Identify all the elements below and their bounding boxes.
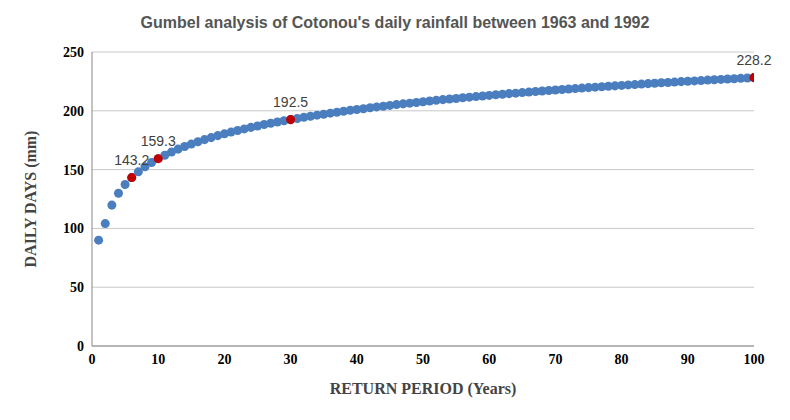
svg-text:0: 0 [89,352,96,367]
svg-text:DAILY DAYS (mm): DAILY DAYS (mm) [22,131,40,268]
svg-text:100: 100 [744,352,765,367]
svg-text:200: 200 [63,104,84,119]
svg-text:80: 80 [615,352,629,367]
svg-text:70: 70 [548,352,562,367]
svg-text:159.3: 159.3 [141,133,176,149]
svg-text:30: 30 [284,352,298,367]
svg-text:RETURN PERIOD (Years): RETURN PERIOD (Years) [330,380,517,398]
svg-text:192.5: 192.5 [273,94,308,110]
svg-text:50: 50 [416,352,430,367]
svg-text:40: 40 [350,352,364,367]
svg-text:150: 150 [63,163,84,178]
svg-text:0: 0 [77,339,84,354]
svg-text:10: 10 [151,352,165,367]
svg-text:60: 60 [482,352,496,367]
svg-text:100: 100 [63,221,84,236]
svg-text:50: 50 [70,280,84,295]
svg-text:143.2: 143.2 [114,152,149,168]
html-text:Gumbel analysis of Cotonou's d: Gumbel analysis of Cotonou's daily rainf… [140,14,650,31]
svg-text:250: 250 [63,45,84,60]
svg-text:20: 20 [217,352,231,367]
svg-text:228.2: 228.2 [736,52,771,68]
svg-text:90: 90 [681,352,695,367]
